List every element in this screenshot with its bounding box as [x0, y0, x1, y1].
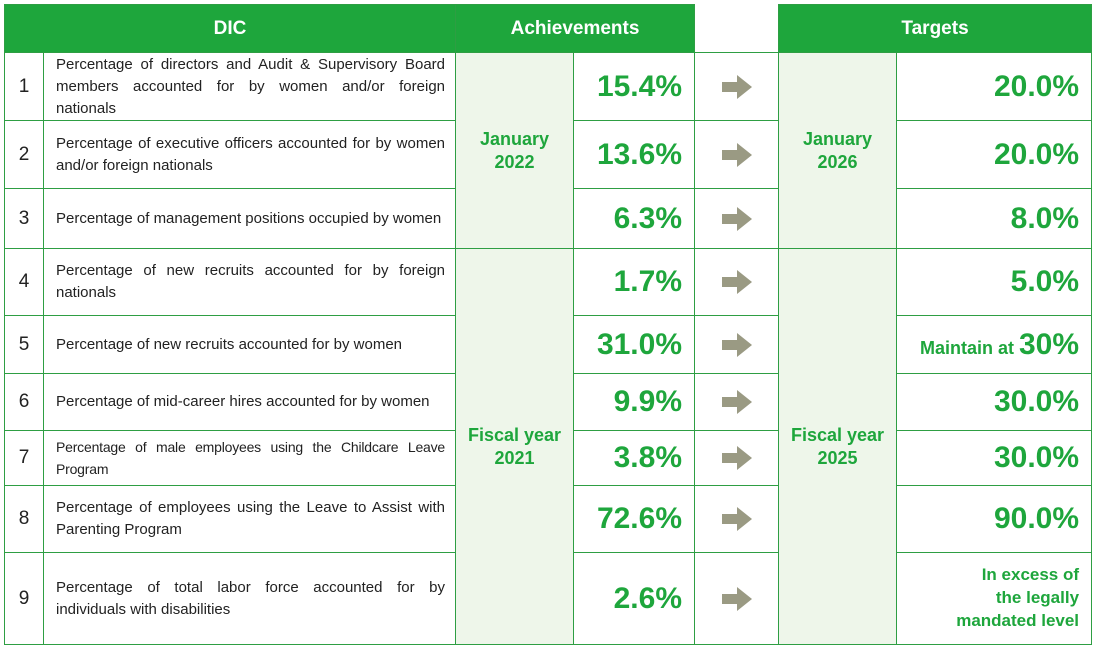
diversity-targets-table: DIC Achievements Targets 1 Percentage of… — [3, 4, 1093, 645]
arrow-right-icon — [721, 142, 752, 167]
header-row: DIC Achievements Targets — [3, 4, 1093, 53]
arrow-right-icon — [721, 74, 752, 99]
achievement-value: 15.4% — [573, 52, 696, 121]
period-line: Fiscal year — [790, 424, 885, 445]
row-description: Percentage of executive officers account… — [42, 120, 457, 189]
achievement-value: 2.6% — [573, 552, 696, 645]
achievement-value: 6.3% — [573, 188, 696, 249]
achievement-value: 3.8% — [573, 430, 696, 486]
arrow-right-icon — [721, 206, 752, 231]
arrow-right-icon — [721, 446, 752, 470]
period-line: 2026 — [817, 151, 858, 172]
arrow-right-icon — [721, 332, 752, 357]
target-value: 20.0% — [896, 120, 1093, 189]
period-line: 2022 — [494, 151, 535, 172]
row-number: 3 — [4, 188, 44, 249]
achievement-value: 13.6% — [573, 120, 696, 189]
target-number: 30% — [1018, 327, 1080, 361]
header-company: DIC — [3, 4, 457, 53]
target-value: In excess of the legally mandated level — [896, 552, 1093, 645]
row-number: 5 — [4, 315, 44, 374]
target-line: mandated level — [956, 611, 1080, 630]
arrow-cell — [694, 430, 780, 486]
header-achievements: Achievements — [455, 4, 696, 53]
target-value: 20.0% — [896, 52, 1093, 121]
table-row: 9 Percentage of total labor force accoun… — [4, 552, 1093, 645]
period-line: 2025 — [817, 447, 858, 468]
arrow-right-icon — [721, 586, 752, 611]
achievement-period-january-2022: January 2022 — [455, 52, 575, 249]
arrow-right-icon — [721, 507, 752, 531]
achievement-value: 1.7% — [573, 248, 696, 316]
achievement-period-fiscal-2021: Fiscal year 2021 — [455, 248, 575, 645]
period-line: January — [479, 128, 550, 149]
row-description: Percentage of new recruits accounted for… — [42, 315, 457, 374]
row-number: 4 — [4, 248, 44, 316]
arrow-cell — [694, 120, 780, 189]
target-line: the legally — [995, 588, 1080, 607]
table-row: 1 Percentage of directors and Audit & Su… — [4, 52, 1093, 249]
row-number: 6 — [4, 373, 44, 431]
row-description: Percentage of employees using the Leave … — [42, 485, 457, 553]
header-targets: Targets — [778, 4, 1093, 53]
achievement-value: 31.0% — [573, 315, 696, 374]
target-value: 8.0% — [896, 188, 1093, 249]
period-line: 2021 — [494, 447, 535, 468]
arrow-cell — [694, 248, 780, 316]
period-line: Fiscal year — [467, 424, 562, 445]
table-row: 4 Percentage of new recruits accounted f… — [4, 248, 1093, 645]
period-line: January — [802, 128, 873, 149]
row-description: Percentage of new recruits accounted for… — [42, 248, 457, 316]
table-row: 2 Percentage of executive officers accou… — [4, 120, 1093, 189]
row-number: 8 — [4, 485, 44, 553]
target-prefix: Maintain at — [919, 337, 1019, 358]
arrow-right-icon — [721, 390, 752, 414]
target-value: 90.0% — [896, 485, 1093, 553]
row-description: Percentage of male employees using the C… — [42, 430, 457, 486]
target-value: Maintain at 30% — [896, 315, 1093, 374]
table-row: 7 Percentage of male employees using the… — [4, 430, 1093, 486]
row-number: 7 — [4, 430, 44, 486]
arrow-cell — [694, 315, 780, 374]
row-number: 2 — [4, 120, 44, 189]
target-period-fiscal-2025: Fiscal year 2025 — [778, 248, 898, 645]
arrow-cell — [694, 552, 780, 645]
row-description: Percentage of management positions occup… — [42, 188, 457, 249]
arrow-cell — [694, 485, 780, 553]
achievement-value: 72.6% — [573, 485, 696, 553]
row-number: 9 — [4, 552, 44, 645]
arrow-cell — [694, 52, 780, 121]
target-value: 5.0% — [896, 248, 1093, 316]
header-gap — [694, 4, 780, 53]
target-line: In excess of — [981, 565, 1080, 584]
table-row: 8 Percentage of employees using the Leav… — [4, 485, 1093, 553]
target-text-block: In excess of the legally mandated level — [956, 563, 1079, 632]
target-value: 30.0% — [896, 430, 1093, 486]
achievement-value: 9.9% — [573, 373, 696, 431]
target-period-january-2026: January 2026 — [778, 52, 898, 249]
arrow-cell — [694, 188, 780, 249]
row-description: Percentage of total labor force accounte… — [42, 552, 457, 645]
arrow-cell — [694, 373, 780, 431]
arrow-right-icon — [721, 270, 752, 294]
target-value: 30.0% — [896, 373, 1093, 431]
row-description: Percentage of directors and Audit & Supe… — [42, 52, 457, 121]
row-number: 1 — [4, 52, 44, 121]
row-description: Percentage of mid-career hires accounted… — [42, 373, 457, 431]
